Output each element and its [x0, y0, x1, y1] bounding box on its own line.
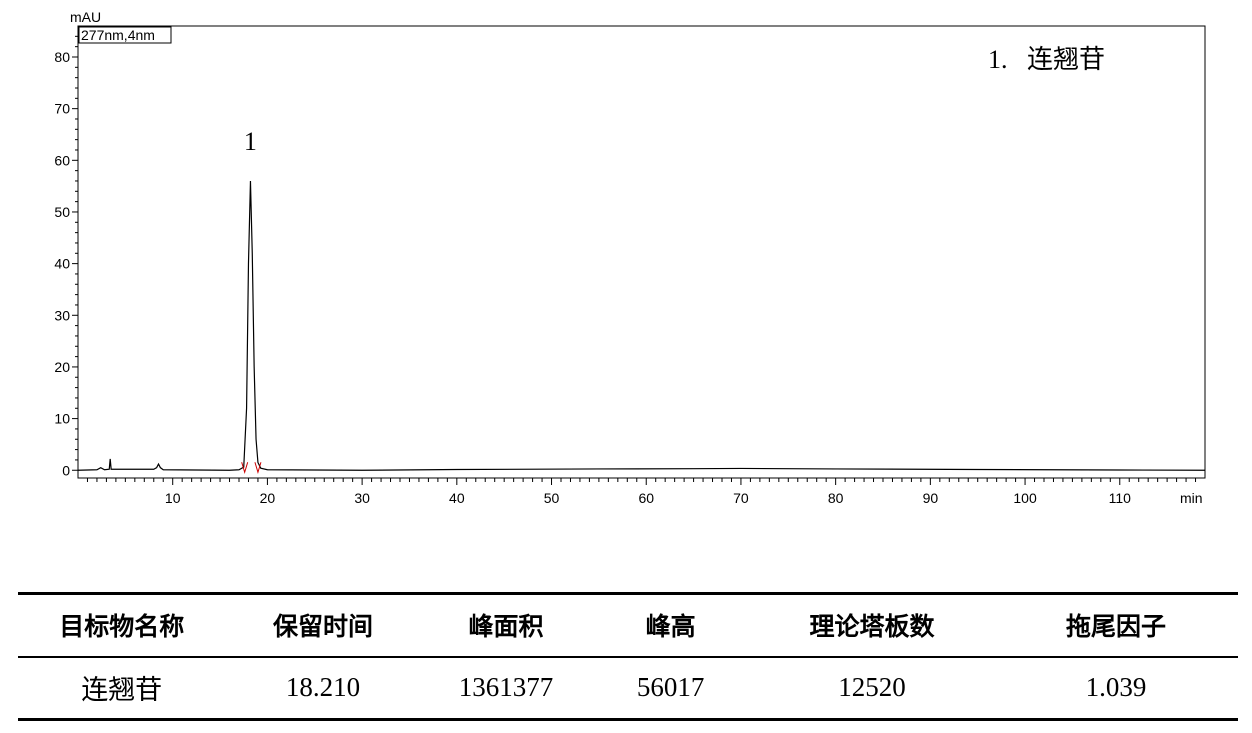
y-axis-label: mAU — [70, 9, 101, 25]
y-tick-label: 50 — [54, 204, 70, 220]
header-retention-time: 保留时间 — [225, 592, 421, 658]
y-axis: 0 10 20 30 40 50 60 70 80 — [54, 35, 78, 478]
results-table: 目标物名称 保留时间 峰面积 峰高 理论塔板数 拖尾因子 连翘苷 18.210 … — [18, 592, 1238, 721]
plot-frame — [77, 25, 1206, 479]
cell-peak-height: 56017 — [591, 656, 750, 721]
cell-peak-area: 1361377 — [420, 656, 592, 721]
y-tick-label: 20 — [54, 359, 70, 375]
cell-theoretical-plates: 12520 — [749, 656, 994, 721]
header-tailing-factor: 拖尾因子 — [993, 592, 1238, 658]
y-tick-label: 0 — [62, 462, 70, 478]
cell-tailing-factor: 1.039 — [993, 656, 1238, 721]
table-row: 连翘苷 18.210 1361377 56017 12520 1.039 — [18, 656, 1238, 721]
x-tick-label: 10 — [165, 490, 181, 506]
y-tick-label: 10 — [54, 411, 70, 427]
y-tick-label: 80 — [54, 49, 70, 65]
cell-retention-time: 18.210 — [225, 656, 421, 721]
table-header-row: 目标物名称 保留时间 峰面积 峰高 理论塔板数 拖尾因子 — [18, 592, 1238, 658]
channel-label-box: 277nm,4nm — [78, 26, 172, 44]
x-tick-label: 100 — [1013, 490, 1037, 506]
x-tick-label: 90 — [923, 490, 939, 506]
annotations: 1 — [244, 127, 257, 156]
peak-marker — [254, 462, 262, 474]
header-theoretical-plates: 理论塔板数 — [749, 592, 994, 658]
peak-marker — [241, 462, 249, 474]
header-peak-area: 峰面积 — [420, 592, 592, 658]
x-axis-unit-label: min — [1180, 490, 1203, 506]
x-tick-label: 80 — [828, 490, 844, 506]
x-tick-label: 50 — [544, 490, 560, 506]
x-axis: 10 20 30 40 50 60 70 80 90 100 110 — [86, 478, 1197, 506]
y-tick-label: 40 — [54, 256, 70, 272]
x-tick-label: 40 — [449, 490, 465, 506]
y-tick-label: 60 — [54, 152, 70, 168]
header-compound-name: 目标物名称 — [18, 592, 226, 658]
chromatogram-chart: mAU 0 10 20 30 40 50 60 70 80 10 20 30 40 50 60 70 80 90… — [54, 9, 1206, 506]
x-tick-label: 70 — [733, 490, 749, 506]
header-peak-height: 峰高 — [591, 592, 750, 658]
chromatogram-trace — [77, 180, 1206, 471]
peak-markers — [241, 462, 262, 474]
cell-compound-name: 连翘苷 — [18, 656, 226, 721]
y-tick-label: 70 — [54, 101, 70, 117]
legend-compound: 1. 连翘苷 — [988, 45, 1105, 74]
peak-label: 1 — [244, 127, 257, 156]
series-layer — [77, 180, 1206, 471]
x-tick-label: 60 — [638, 490, 654, 506]
channel-label: 277nm,4nm — [81, 27, 155, 43]
x-tick-label: 20 — [260, 490, 276, 506]
y-tick-label: 30 — [54, 307, 70, 323]
x-tick-label: 30 — [354, 490, 370, 506]
x-tick-label: 110 — [1109, 490, 1132, 506]
